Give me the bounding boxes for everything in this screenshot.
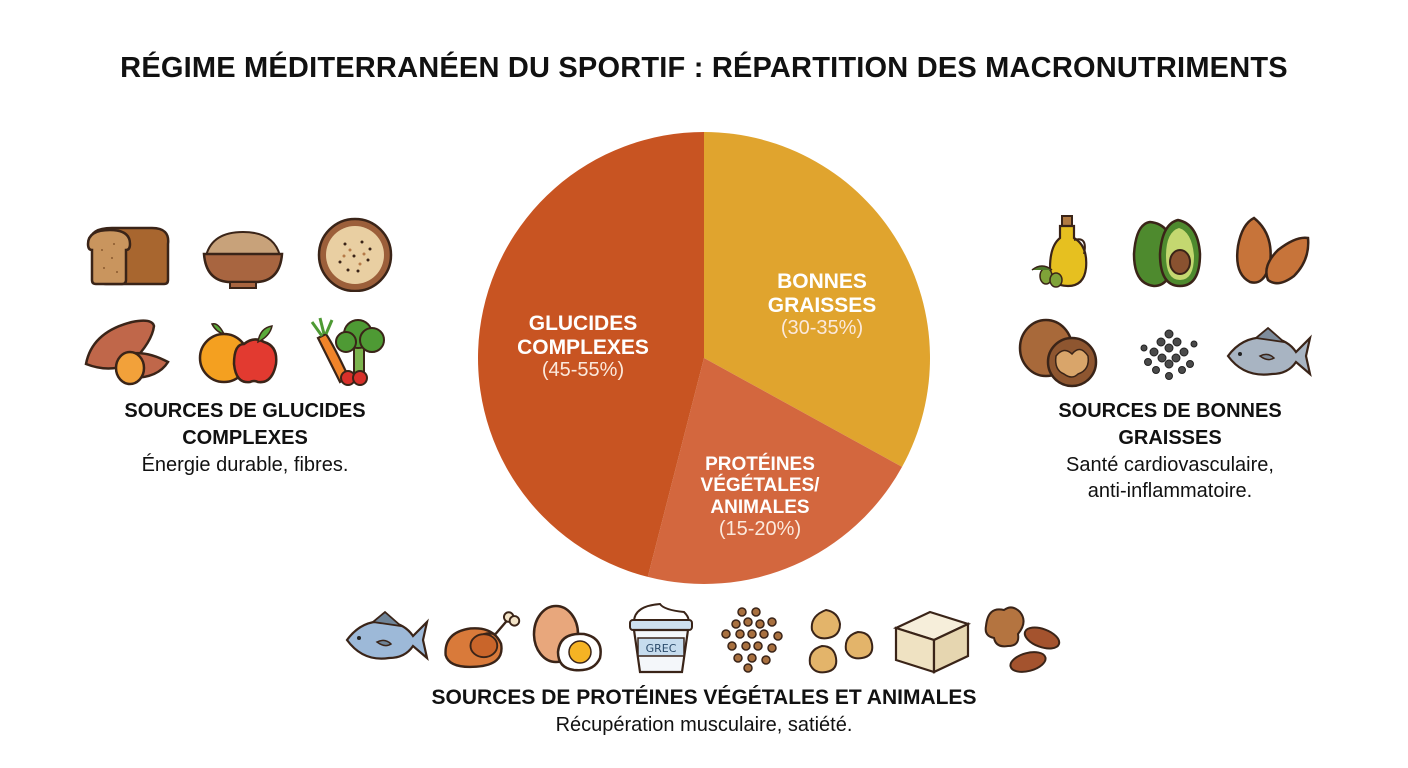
greek-yogurt-icon: GREC xyxy=(624,600,698,676)
egg-icon xyxy=(528,602,608,674)
proteins-sources-group: GREC SOURCES DE PROTÉINES VÉGÉTALES ET A… xyxy=(330,598,1078,748)
proteins-caption: SOURCES DE PROTÉINES VÉGÉTALES ET ANIMAL… xyxy=(330,684,1078,738)
carbs-heading: SOURCES DE GLUCIDES xyxy=(124,400,366,422)
almonds-icon xyxy=(1224,214,1314,290)
bread-icon xyxy=(82,220,172,296)
carrot-broccoli-icon xyxy=(304,310,394,386)
proteins-subtitle: Récupération musculaire, satiété. xyxy=(555,714,853,737)
fats-sources-group: SOURCES DE BONNES GRAISSES Santé cardiov… xyxy=(1010,210,1330,520)
fats-heading: SOURCES DE BONNES xyxy=(1058,400,1282,422)
sweet-potato-icon xyxy=(82,312,172,388)
fats-subtitle: Santé cardiovasculaire, xyxy=(1066,454,1274,476)
proteins-heading: SOURCES DE PROTÉINES VÉGÉTALES ET ANIMAL… xyxy=(431,686,977,709)
fats-caption: SOURCES DE BONNES GRAISSES Santé cardiov… xyxy=(1010,398,1330,504)
lentils-icon xyxy=(712,604,786,674)
page-title: RÉGIME MÉDITERRANÉEN DU SPORTIF : RÉPART… xyxy=(120,52,1288,84)
quinoa-bowl-icon xyxy=(310,216,400,293)
avocado-icon xyxy=(1122,214,1212,290)
carbs-subtitle: Énergie durable, fibres. xyxy=(141,454,349,476)
pie-slice-0 xyxy=(704,132,930,467)
pie-slice-1 xyxy=(647,358,903,584)
macronutrient-pie-chart: BONNES GRAISSES (30-35%) PROTÉINES VÉGÉT… xyxy=(470,124,940,594)
slice-range: (15-20%) xyxy=(718,517,802,540)
walnut-icon xyxy=(1014,314,1104,390)
slice-name-line: BONNES xyxy=(777,270,867,293)
fish-icon xyxy=(1222,316,1312,392)
fats-heading: GRAISSES xyxy=(1118,427,1222,449)
slice-name-line: ANIMALES xyxy=(710,496,810,518)
yogurt-label-text: GREC xyxy=(646,642,677,655)
slice-name-line: GLUCIDES xyxy=(528,312,638,335)
slice-name-line: COMPLEXES xyxy=(517,335,649,359)
pie-slice-2 xyxy=(478,132,704,577)
nuts-icon xyxy=(982,602,1066,676)
slice-label-fats: BONNES GRAISSES (30-35%) xyxy=(732,270,912,339)
orange-apple-icon xyxy=(194,312,284,388)
tofu-icon xyxy=(890,604,974,676)
slice-name-line: GRAISSES xyxy=(767,293,877,317)
slice-range: (45-55%) xyxy=(541,359,625,382)
slice-name-line: PROTÉINES xyxy=(705,454,815,475)
chicken-icon xyxy=(438,604,524,674)
fish-icon xyxy=(340,604,432,674)
rice-bowl-icon xyxy=(198,220,288,296)
chickpeas-icon xyxy=(800,606,880,676)
slice-name-line: VÉGÉTALES/ xyxy=(700,475,820,497)
olive-oil-icon xyxy=(1018,214,1108,290)
carbs-caption: SOURCES DE GLUCIDES COMPLEXES Énergie du… xyxy=(70,398,420,478)
carbs-heading: COMPLEXES xyxy=(182,427,308,449)
slice-label-proteins: PROTÉINES VÉGÉTALES/ ANIMALES (15-20%) xyxy=(670,454,850,540)
slice-label-carbs: GLUCIDES COMPLEXES (45-55%) xyxy=(493,312,673,381)
pie-svg xyxy=(478,132,930,584)
fats-subtitle: anti-inflammatoire. xyxy=(1087,480,1253,502)
slice-range: (30-35%) xyxy=(780,317,864,340)
seeds-icon xyxy=(1124,314,1214,390)
carbs-sources-group: SOURCES DE GLUCIDES COMPLEXES Énergie du… xyxy=(70,210,420,500)
